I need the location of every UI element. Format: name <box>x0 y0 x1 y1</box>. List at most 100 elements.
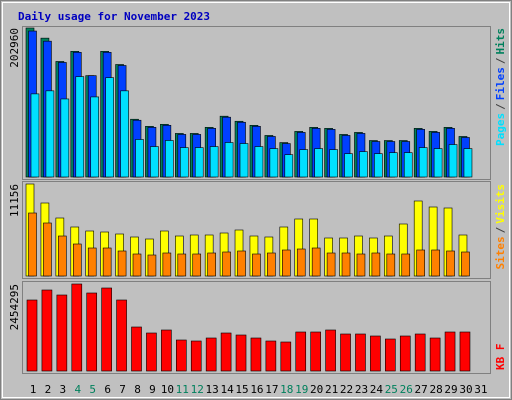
x-tick-label: 28 <box>429 383 442 396</box>
bar <box>56 294 68 372</box>
x-tick-label: 14 <box>220 383 234 396</box>
bar <box>190 340 202 372</box>
bar <box>418 147 428 178</box>
bar <box>60 98 70 178</box>
bar <box>385 338 396 372</box>
bar <box>43 222 52 277</box>
x-tick-label: 9 <box>149 383 156 396</box>
bar <box>132 253 142 277</box>
x-tick-label: 2 <box>45 383 52 396</box>
y-tick-label: 11156 <box>8 184 21 217</box>
legend: Pages / Files / Hits <box>494 28 507 146</box>
x-tick-label: 21 <box>325 383 338 396</box>
legend: KB F <box>494 344 507 371</box>
bar <box>101 287 112 372</box>
legend-entry: Sites <box>494 236 507 269</box>
bar <box>150 146 159 178</box>
bar <box>237 250 246 277</box>
bar <box>459 331 471 372</box>
bar <box>310 331 321 372</box>
bar <box>344 153 353 178</box>
bar <box>30 93 40 178</box>
bar <box>105 77 114 178</box>
bar <box>71 283 83 372</box>
x-tick-label: 16 <box>250 383 263 396</box>
bar <box>265 340 277 372</box>
bar <box>356 253 366 277</box>
bar <box>86 292 98 372</box>
x-tick-label: 1 <box>30 383 37 396</box>
bar <box>205 337 217 372</box>
bar <box>239 143 249 178</box>
bar <box>146 332 157 372</box>
bar <box>176 339 187 372</box>
bar <box>41 289 53 372</box>
bar <box>446 250 455 277</box>
legend-entry: Hits <box>494 28 507 55</box>
bar <box>87 247 97 277</box>
bar <box>448 144 458 178</box>
bar <box>250 337 262 372</box>
bar <box>120 90 129 178</box>
bar <box>340 333 351 372</box>
bar <box>180 147 189 178</box>
bar <box>444 331 456 372</box>
x-tick-label: 26 <box>400 383 413 396</box>
bar <box>414 333 426 372</box>
bar <box>280 341 292 372</box>
chart-title: Daily usage for November 2023 <box>18 10 210 23</box>
bar <box>399 335 411 372</box>
bar <box>75 76 85 178</box>
bar <box>329 149 338 178</box>
bar <box>254 146 264 178</box>
bar <box>403 152 413 178</box>
legend-separator: / <box>494 226 507 233</box>
bar <box>131 326 142 372</box>
x-tick-label: 18 <box>280 383 293 396</box>
x-tick-label: 12 <box>191 383 204 396</box>
x-tick-label: 24 <box>370 383 384 396</box>
x-tick-label: 29 <box>444 383 457 396</box>
x-tick-label: 4 <box>74 383 81 396</box>
x-tick-label: 10 <box>161 383 174 396</box>
bar <box>90 96 100 178</box>
legend-entry: Visits <box>494 184 507 224</box>
legend-entry: Files <box>494 67 507 100</box>
x-tick-label: 25 <box>385 383 398 396</box>
legend-entry: KB F <box>494 344 507 371</box>
bar <box>401 253 411 277</box>
y-tick-label: 2454295 <box>8 284 21 330</box>
bar <box>224 142 234 178</box>
bar <box>433 148 443 178</box>
bar <box>194 147 204 178</box>
bar <box>461 251 470 277</box>
bar <box>267 252 276 277</box>
bar <box>45 90 55 178</box>
bar <box>341 252 351 277</box>
x-tick-label: 11 <box>176 383 189 396</box>
x-tick-label: 3 <box>60 383 67 396</box>
bar <box>192 253 202 277</box>
bar <box>370 335 381 372</box>
bar <box>117 250 127 277</box>
bar <box>26 299 38 372</box>
x-tick-label: 15 <box>235 383 248 396</box>
bar <box>416 249 425 277</box>
bar <box>326 252 336 277</box>
x-tick-label: 13 <box>206 383 219 396</box>
bar <box>102 247 112 277</box>
bar <box>147 254 157 277</box>
x-tick-label: 5 <box>89 383 96 396</box>
bar <box>161 329 172 372</box>
bar <box>207 252 216 277</box>
bar <box>371 252 381 277</box>
x-tick-label: 31 <box>474 383 487 396</box>
x-tick-label: 7 <box>119 383 126 396</box>
bar <box>359 151 368 178</box>
x-tick-label: 17 <box>265 383 278 396</box>
bar <box>269 148 279 178</box>
bar <box>374 153 383 178</box>
